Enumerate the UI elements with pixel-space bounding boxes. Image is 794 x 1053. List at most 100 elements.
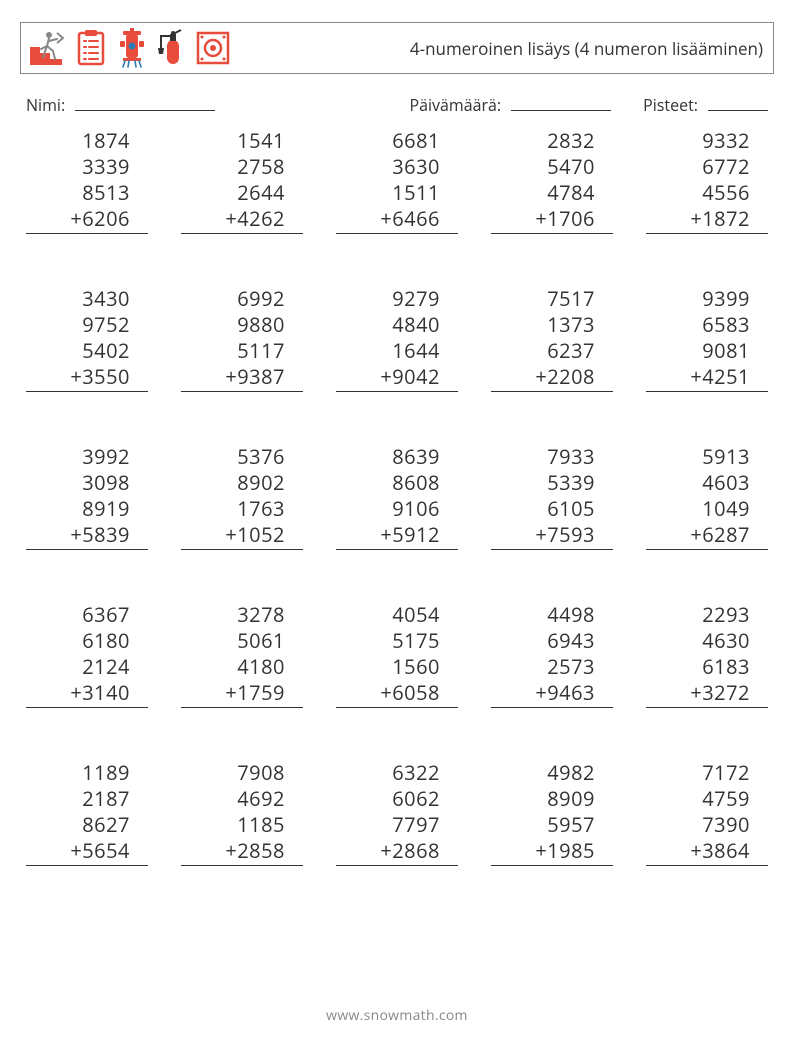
addend-1: 2832 (491, 128, 613, 154)
problem: 699298805117+9387 (181, 286, 303, 392)
name-label: Nimi: (26, 94, 65, 116)
problem: 229346306183+3272 (646, 602, 768, 708)
addend-4-with-operator: +5912 (336, 522, 458, 550)
addend-2: 3630 (336, 154, 458, 180)
addend-1: 5376 (181, 444, 303, 470)
problem: 790846921185+2858 (181, 760, 303, 866)
addend-4-with-operator: +1052 (181, 522, 303, 550)
problem: 939965839081+4251 (646, 286, 768, 392)
addend-2: 9752 (26, 312, 148, 338)
addend-3: 5117 (181, 338, 303, 364)
addend-2: 1373 (491, 312, 613, 338)
addend-1: 2293 (646, 602, 768, 628)
problem: 399230988919+5839 (26, 444, 148, 550)
addend-2: 8608 (336, 470, 458, 496)
addend-2: 9880 (181, 312, 303, 338)
footer-url: www.snowmath.com (0, 1006, 794, 1025)
score-blank (708, 94, 768, 111)
addend-4-with-operator: +1706 (491, 206, 613, 234)
addend-4-with-operator: +6466 (336, 206, 458, 234)
addend-2: 4603 (646, 470, 768, 496)
addend-1: 3430 (26, 286, 148, 312)
addend-1: 9399 (646, 286, 768, 312)
addend-2: 2758 (181, 154, 303, 180)
problem: 863986089106+5912 (336, 444, 458, 550)
problem: 632260627797+2868 (336, 760, 458, 866)
addend-3: 5957 (491, 812, 613, 838)
extinguisher-icon (157, 28, 185, 68)
addend-4-with-operator: +3140 (26, 680, 148, 708)
addend-3: 9106 (336, 496, 458, 522)
problem: 343097525402+3550 (26, 286, 148, 392)
problem: 591346031049+6287 (646, 444, 768, 550)
addend-3: 2573 (491, 654, 613, 680)
addend-3: 1185 (181, 812, 303, 838)
addend-2: 6943 (491, 628, 613, 654)
addend-2: 5339 (491, 470, 613, 496)
addend-1: 3278 (181, 602, 303, 628)
addend-4-with-operator: +2868 (336, 838, 458, 866)
addend-4-with-operator: +3272 (646, 680, 768, 708)
addend-4-with-operator: +9387 (181, 364, 303, 392)
addend-4-with-operator: +1759 (181, 680, 303, 708)
running-exit-icon (27, 29, 65, 67)
addend-4-with-operator: +4262 (181, 206, 303, 234)
addend-3: 1511 (336, 180, 458, 206)
addend-1: 9332 (646, 128, 768, 154)
addend-1: 5913 (646, 444, 768, 470)
problem: 118921878627+5654 (26, 760, 148, 866)
addend-1: 1189 (26, 760, 148, 786)
addend-1: 7933 (491, 444, 613, 470)
addend-4-with-operator: +6287 (646, 522, 768, 550)
addend-4-with-operator: +3550 (26, 364, 148, 392)
score-label: Pisteet: (643, 94, 698, 116)
problem-row: 343097525402+3550 699298805117+9387 927948… (26, 286, 768, 392)
addend-1: 7517 (491, 286, 613, 312)
problem: 283254704784+1706 (491, 128, 613, 234)
addend-3: 6105 (491, 496, 613, 522)
addend-4-with-operator: +5839 (26, 522, 148, 550)
addend-4-with-operator: +7593 (491, 522, 613, 550)
addend-1: 8639 (336, 444, 458, 470)
clipboard-icon (75, 29, 107, 67)
problem: 668136301511+6466 (336, 128, 458, 234)
problem-row: 399230988919+5839537689021763+1052863986… (26, 444, 768, 550)
addend-3: 6237 (491, 338, 613, 364)
addend-2: 5175 (336, 628, 458, 654)
fire-hydrant-icon (117, 28, 147, 68)
addend-2: 5470 (491, 154, 613, 180)
addend-3: 9081 (646, 338, 768, 364)
addend-3: 8627 (26, 812, 148, 838)
addend-4-with-operator: +9463 (491, 680, 613, 708)
addend-2: 4759 (646, 786, 768, 812)
addend-3: 2644 (181, 180, 303, 206)
problem: 793353396105+7593 (491, 444, 613, 550)
addend-4-with-operator: +5654 (26, 838, 148, 866)
addend-3: 7797 (336, 812, 458, 838)
problem: 927948401644+9042 (336, 286, 458, 392)
addend-1: 7172 (646, 760, 768, 786)
addend-2: 6772 (646, 154, 768, 180)
problem-row: 187433398513+6206154127582644+4262668136… (26, 128, 768, 234)
addend-4-with-operator: +3864 (646, 838, 768, 866)
addend-3: 2124 (26, 654, 148, 680)
addend-4-with-operator: +1872 (646, 206, 768, 234)
problems-grid: 187433398513+6206154127582644+4262668136… (20, 128, 774, 866)
addend-1: 7908 (181, 760, 303, 786)
addend-4-with-operator: +6058 (336, 680, 458, 708)
addend-3: 4784 (491, 180, 613, 206)
addend-3: 4556 (646, 180, 768, 206)
meta-row: Nimi: Päivämäärä: Pisteet: (20, 94, 774, 116)
addend-1: 6322 (336, 760, 458, 786)
addend-1: 9279 (336, 286, 458, 312)
addend-1: 4054 (336, 602, 458, 628)
addend-2: 6062 (336, 786, 458, 812)
problem: 498289095957+1985 (491, 760, 613, 866)
date-label: Päivämäärä: (409, 94, 501, 116)
name-blank (75, 94, 215, 111)
addend-2: 6583 (646, 312, 768, 338)
addend-3: 4180 (181, 654, 303, 680)
problem: 717247597390+3864 (646, 760, 768, 866)
problem: 405451751560+6058 (336, 602, 458, 708)
addend-4-with-operator: +4251 (646, 364, 768, 392)
